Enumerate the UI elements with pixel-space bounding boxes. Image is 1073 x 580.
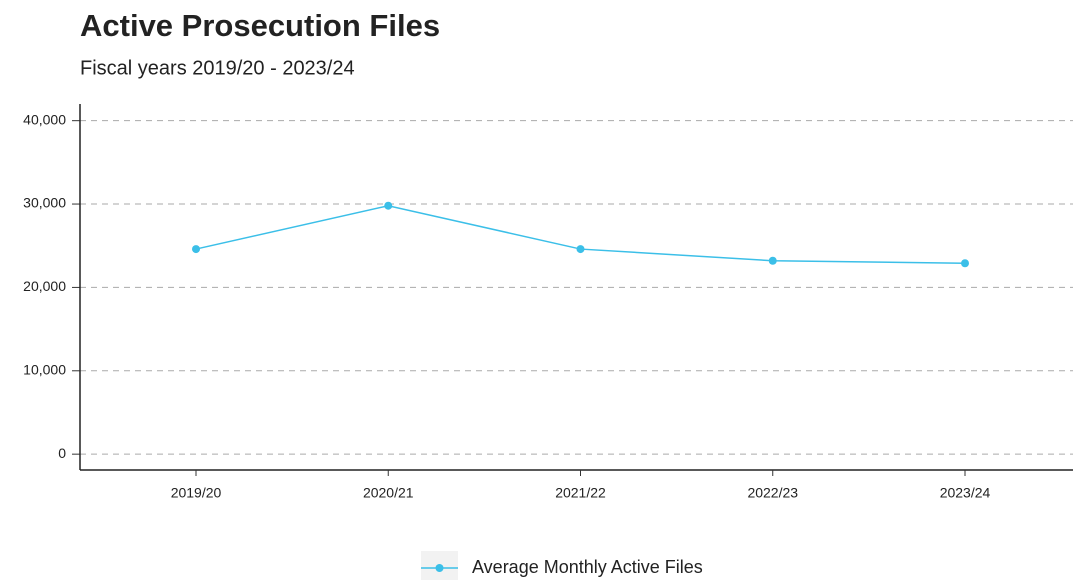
data-point	[192, 245, 200, 254]
data-point	[768, 256, 777, 265]
data-point	[961, 259, 969, 268]
x-tick-label: 2020/21	[363, 485, 414, 501]
legend-key-point	[435, 564, 444, 572]
x-tick-label: 2019/20	[171, 485, 222, 501]
y-tick-label: 20,000	[23, 278, 66, 294]
x-tick-label: 2022/23	[747, 485, 798, 501]
y-tick-label: 40,000	[23, 111, 66, 127]
chart-title: Active Prosecution Files	[80, 8, 440, 43]
series-line	[195, 204, 966, 264]
chart-subtitle: Fiscal years 2019/20 - 2023/24	[80, 57, 355, 79]
data-point	[384, 201, 393, 210]
legend-label: Average Monthly Active Files	[472, 557, 703, 577]
y-tick-label: 0	[58, 445, 66, 461]
data-point	[576, 245, 585, 254]
x-tick-label: 2021/22	[555, 485, 606, 501]
y-tick-label: 30,000	[23, 195, 66, 211]
y-tick-label: 10,000	[23, 361, 66, 377]
x-tick-label: 2023/24	[940, 485, 991, 501]
